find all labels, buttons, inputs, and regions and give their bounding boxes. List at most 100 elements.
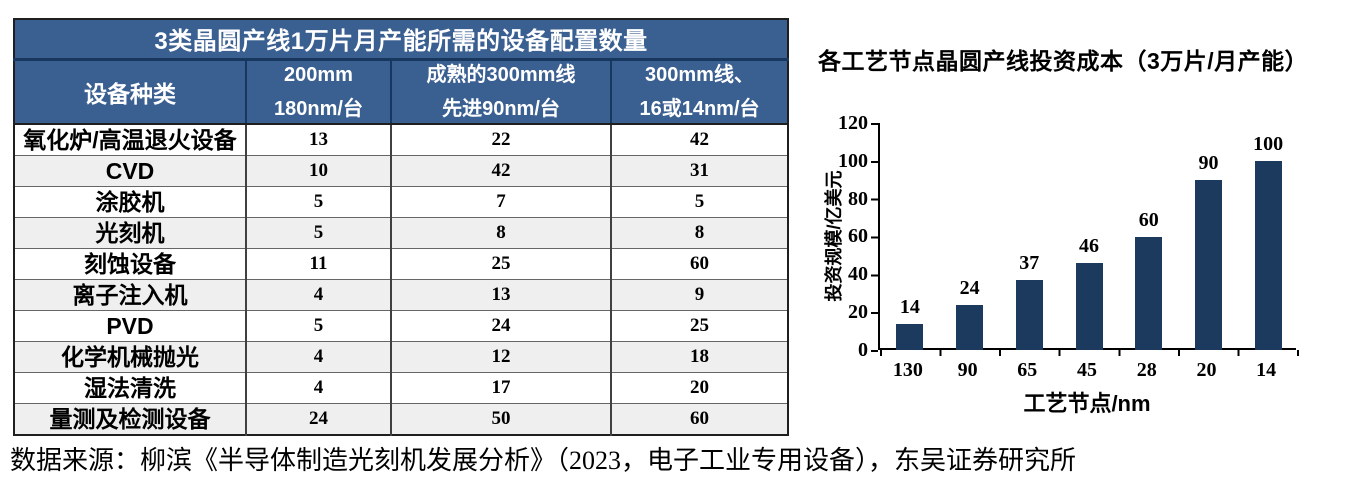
- cell-value: 25: [390, 248, 611, 280]
- table-row: 光刻机 5 8 8: [14, 217, 789, 249]
- y-axis-tick-labels: 120 100 80 60 40 20 0: [818, 113, 868, 360]
- cell-value: 8: [609, 217, 789, 249]
- table-row: PVD 5 24 25: [14, 310, 789, 342]
- table-row: 氧化炉/高温退火设备 13 22 42: [14, 123, 789, 156]
- bar-value-label: 14: [899, 295, 920, 318]
- table-title: 3类晶圆产线1万片月产能所需的设备配置数量: [14, 19, 789, 61]
- bar-value-label: 24: [959, 276, 980, 299]
- bar: 46: [1075, 235, 1103, 350]
- table-row: 量测及检测设备 24 50 60: [14, 403, 789, 436]
- cell-value: 8: [390, 217, 611, 249]
- row-label: 涂胶机: [14, 186, 246, 218]
- bar: 100: [1253, 133, 1283, 350]
- cell-value: 31: [609, 155, 789, 187]
- bar-value-label: 46: [1079, 234, 1100, 257]
- row-label: 离子注入机: [14, 279, 246, 311]
- cell-value: 5: [609, 186, 789, 218]
- x-tick-label: 14: [1256, 359, 1277, 381]
- header-line-2: 16或14nm/台: [639, 97, 760, 120]
- bar-group: 24: [940, 123, 1000, 350]
- cell-value: 60: [609, 248, 789, 280]
- x-tick-marks: [880, 350, 1299, 356]
- bar: 90: [1194, 152, 1222, 350]
- bar-value-label: 90: [1198, 151, 1219, 174]
- column-header-mature-300mm-line: 成熟的300mm线 先进90nm/台: [390, 59, 611, 125]
- x-tick-label: 90: [957, 359, 978, 381]
- x-tick-label: 28: [1136, 359, 1157, 381]
- cell-value: 20: [609, 372, 789, 404]
- y-tick-label: 40: [848, 263, 868, 286]
- cell-value: 42: [390, 155, 611, 187]
- cell-value: 9: [609, 279, 789, 311]
- table-header-row: 设备种类 200mm 180nm/台 成熟的300mm线 先进90nm/台 30…: [14, 59, 789, 125]
- bar-group: 100: [1238, 123, 1298, 350]
- header-line-2: 180nm/台: [274, 97, 363, 120]
- row-label: 刻蚀设备: [14, 248, 246, 280]
- bar-value-label: 60: [1138, 208, 1159, 231]
- cell-value: 4: [245, 341, 391, 373]
- chart-title: 各工艺节点晶圆产线投资成本（3万片/月产能）: [818, 48, 1309, 74]
- cell-value: 24: [390, 310, 611, 342]
- row-label: 光刻机: [14, 217, 246, 249]
- column-header-200mm-line: 200mm 180nm/台: [245, 59, 391, 125]
- y-tick-label: 100: [838, 149, 868, 172]
- cell-value: 22: [390, 123, 611, 156]
- y-tick-label: 0: [858, 338, 868, 361]
- table-row: 离子注入机 4 13 9: [14, 279, 789, 311]
- equipment-config-table: 3类晶圆产线1万片月产能所需的设备配置数量 设备种类 200mm 180nm/台…: [13, 18, 790, 436]
- table-row: 湿法清洗 4 17 20: [14, 372, 789, 404]
- investment-cost-chart: 各工艺节点晶圆产线投资成本（3万片/月产能） 投资规模/亿美元 120 100 …: [812, 28, 1366, 428]
- y-tick-label: 80: [848, 187, 868, 210]
- cell-value: 11: [245, 248, 391, 280]
- cell-value: 13: [245, 123, 391, 156]
- table-title-row: 3类晶圆产线1万片月产能所需的设备配置数量: [14, 19, 789, 61]
- bar-group: 37: [999, 123, 1059, 350]
- column-header-equipment-type: 设备种类: [14, 59, 246, 125]
- x-axis-tick-labels: 130 90 65 45 28 20 14: [878, 359, 1296, 382]
- table-row: 刻蚀设备 11 25 60: [14, 248, 789, 280]
- header-line-1: 成熟的300mm线: [426, 63, 576, 86]
- bar: 14: [896, 296, 924, 350]
- table-row: 涂胶机 5 7 5: [14, 186, 789, 218]
- cell-value: 5: [245, 217, 391, 249]
- row-label: PVD: [14, 310, 246, 342]
- cell-value: 42: [609, 123, 789, 156]
- row-label: 化学机械抛光: [14, 341, 246, 373]
- bar: 37: [1015, 252, 1043, 350]
- y-tick-label: 120: [838, 112, 868, 134]
- cell-value: 4: [245, 279, 391, 311]
- bar-series: 14 24 37 46: [880, 123, 1298, 350]
- cell-value: 18: [609, 341, 789, 373]
- cell-value: 7: [390, 186, 611, 218]
- bar: 60: [1135, 209, 1163, 350]
- bar-group: 90: [1179, 123, 1239, 350]
- cell-value: 10: [245, 155, 391, 187]
- x-axis-label: 工艺节点/nm: [1023, 391, 1151, 416]
- cell-value: 13: [390, 279, 611, 311]
- x-tick-label: 45: [1077, 359, 1098, 381]
- y-tick-marks: [871, 123, 878, 352]
- header-line-2: 先进90nm/台: [442, 97, 560, 120]
- bar-group: 46: [1059, 123, 1119, 350]
- x-tick-label: 20: [1196, 359, 1217, 381]
- x-tick-label: 130: [892, 359, 923, 381]
- y-tick-label: 60: [848, 225, 868, 248]
- bar-value-label: 37: [1019, 252, 1040, 275]
- bar-value-label: 100: [1253, 132, 1284, 155]
- y-tick-label: 20: [848, 301, 868, 324]
- row-label: CVD: [14, 155, 246, 187]
- column-header-advanced-300mm-line: 300mm线、 16或14nm/台: [609, 59, 789, 125]
- table-row: 化学机械抛光 4 12 18: [14, 341, 789, 373]
- cell-value: 25: [609, 310, 789, 342]
- row-label: 量测及检测设备: [14, 403, 246, 436]
- cell-value: 24: [245, 403, 391, 436]
- bar-group: 60: [1119, 123, 1179, 350]
- bar-group: 14: [880, 123, 940, 350]
- cell-value: 5: [245, 310, 391, 342]
- plot-area: 14 24 37 46: [871, 123, 1299, 356]
- x-tick-label: 65: [1017, 359, 1038, 381]
- equipment-table: 3类晶圆产线1万片月产能所需的设备配置数量 设备种类 200mm 180nm/台…: [13, 18, 790, 436]
- header-line-1: 300mm线、: [645, 63, 754, 86]
- bar: 24: [956, 277, 984, 350]
